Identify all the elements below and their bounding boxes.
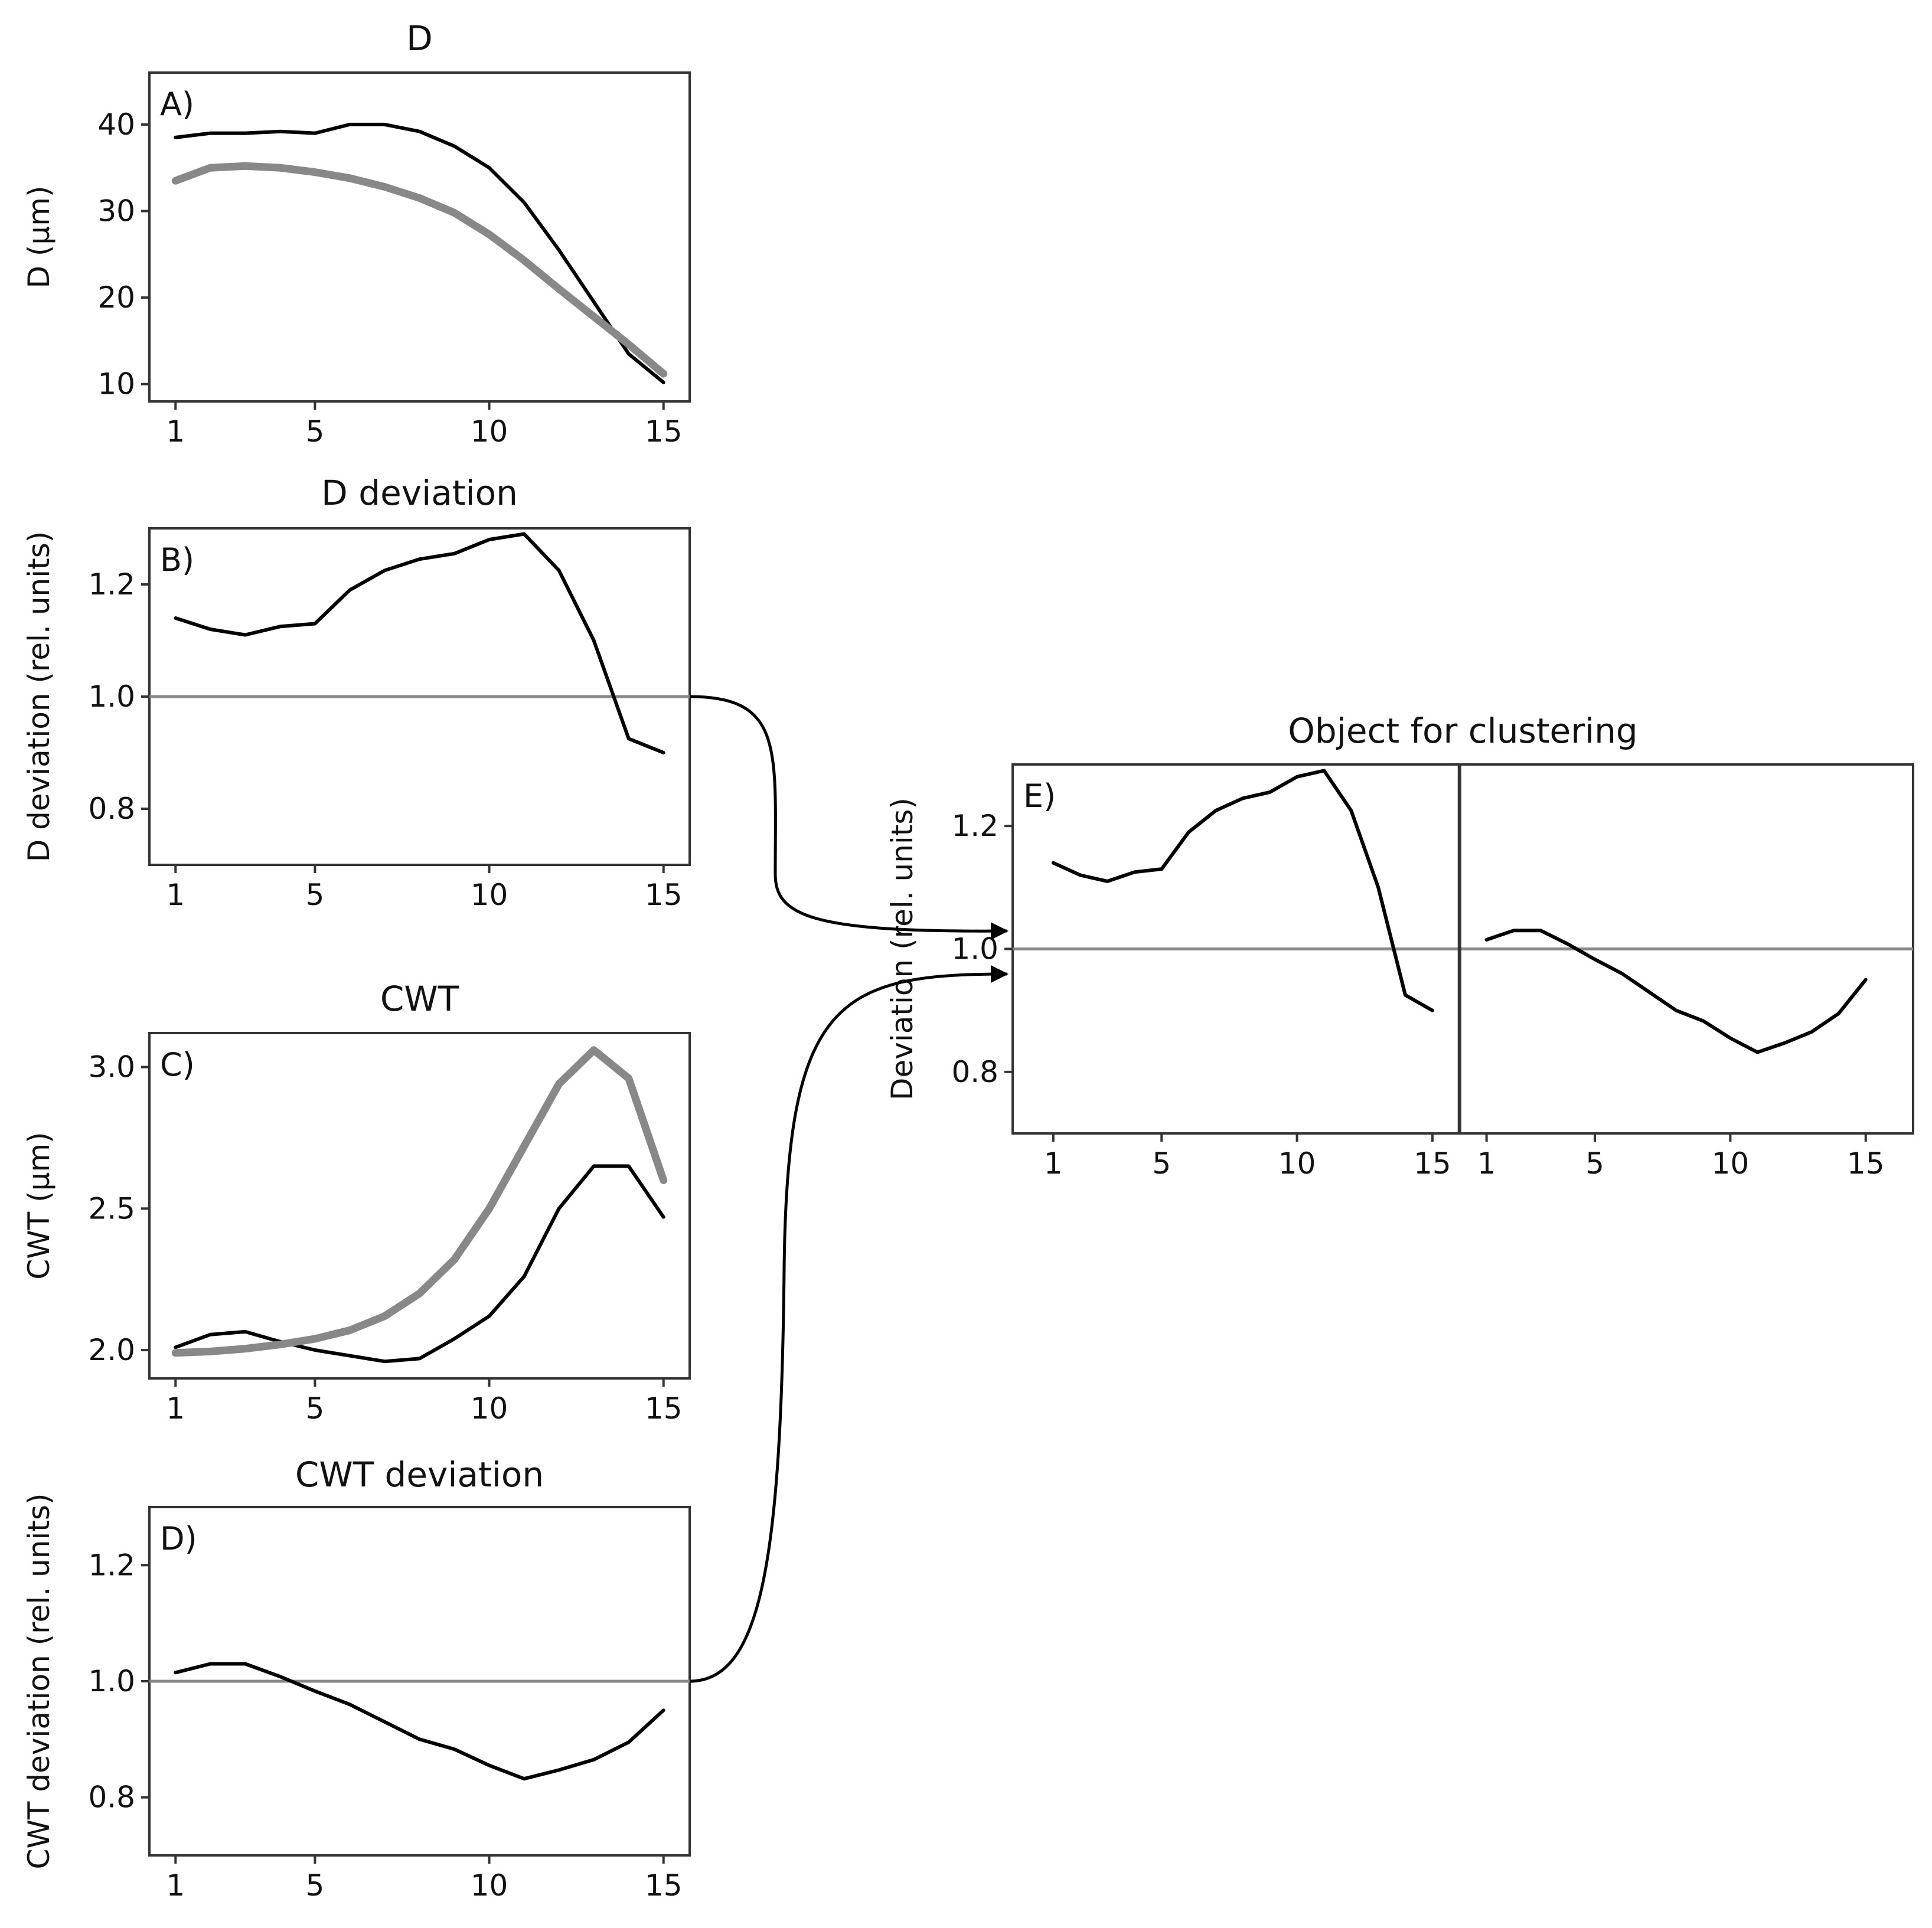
x-tick-label-b: 5 <box>305 878 324 912</box>
chart-title-d: CWT deviation <box>295 1455 544 1495</box>
y-tick-label-c: 3.0 <box>88 1050 135 1084</box>
chart-title-c: CWT <box>380 979 459 1019</box>
y-tick-label-a: 20 <box>97 280 135 315</box>
series-line-a-0 <box>174 122 665 384</box>
x-tick-label-a: 15 <box>645 414 683 449</box>
y-axis-label-a: D (μm) <box>22 186 56 289</box>
x-tick-label-e: 1 <box>1477 1146 1496 1181</box>
x-tick-label-c: 5 <box>305 1391 324 1426</box>
series-line-b-0 <box>174 532 665 754</box>
series-line-c-1 <box>171 1046 668 1357</box>
y-tick-label-e: 0.8 <box>951 1055 998 1089</box>
x-tick-label-e: 5 <box>1152 1146 1171 1181</box>
chart-title-b: D deviation <box>321 473 518 513</box>
y-tick-label-b: 1.0 <box>88 679 135 714</box>
x-tick-label-e: 10 <box>1712 1146 1750 1181</box>
series-line-e-0 <box>1051 769 1434 1012</box>
arrow-b-to-e <box>689 695 1009 940</box>
chart-title-a: D <box>406 18 433 58</box>
x-tick-label-b: 15 <box>645 878 683 912</box>
y-tick-label-e: 1.2 <box>951 809 998 843</box>
plot-frame-c <box>148 1032 691 1380</box>
y-tick-label-a: 30 <box>97 194 135 228</box>
y-tick-label-a: 10 <box>97 367 135 401</box>
x-tick-label-b: 1 <box>166 878 185 912</box>
panel-label-e: E) <box>1023 777 1056 815</box>
x-tick-label-e: 5 <box>1585 1146 1604 1181</box>
x-tick-label-d: 15 <box>645 1868 683 1903</box>
y-tick-label-a: 40 <box>97 107 135 142</box>
y-tick-label-d: 0.8 <box>88 1780 135 1815</box>
panel-label-a: A) <box>160 86 194 123</box>
x-tick-label-d: 1 <box>166 1868 185 1903</box>
y-tick-label-b: 1.2 <box>88 567 135 602</box>
x-tick-label-d: 10 <box>471 1868 508 1903</box>
y-tick-label-b: 0.8 <box>88 792 135 826</box>
x-tick-label-d: 5 <box>305 1868 324 1903</box>
chart-title-e: Object for clustering <box>1288 711 1637 751</box>
y-tick-label-c: 2.0 <box>88 1333 135 1367</box>
x-tick-label-c: 1 <box>166 1391 185 1426</box>
y-tick-label-d: 1.2 <box>88 1548 135 1582</box>
x-tick-label-a: 5 <box>305 414 324 449</box>
x-tick-label-a: 10 <box>471 414 508 449</box>
y-tick-label-e: 1.0 <box>951 932 998 966</box>
plot-frame-a <box>148 71 691 403</box>
panel-label-d: D) <box>160 1520 197 1557</box>
y-tick-label-d: 1.0 <box>88 1664 135 1698</box>
panel-label-c: C) <box>160 1046 195 1083</box>
panel-label-b: B) <box>160 541 194 579</box>
x-tick-label-e: 15 <box>1847 1146 1885 1181</box>
y-axis-label-c: CWT (μm) <box>22 1132 56 1279</box>
arrow-d-to-e <box>689 965 1009 1683</box>
series-line-d-0 <box>174 1662 665 1781</box>
x-tick-label-a: 1 <box>166 414 185 449</box>
series-line-a-1 <box>171 162 668 378</box>
x-tick-label-c: 10 <box>471 1391 508 1426</box>
x-tick-label-c: 15 <box>645 1391 683 1426</box>
y-axis-label-b: D deviation (rel. units) <box>22 531 56 862</box>
x-tick-label-e: 10 <box>1278 1146 1316 1181</box>
x-tick-label-e: 15 <box>1414 1146 1451 1181</box>
x-tick-label-b: 10 <box>471 878 508 912</box>
series-line-c-0 <box>174 1164 665 1364</box>
y-tick-label-c: 2.5 <box>88 1191 135 1226</box>
y-axis-label-e: Deviation (rel. units) <box>885 798 919 1100</box>
series-line-e-1 <box>1484 929 1868 1054</box>
y-axis-label-d: CWT deviation (rel. units) <box>22 1494 56 1870</box>
x-tick-label-e: 1 <box>1044 1146 1063 1181</box>
